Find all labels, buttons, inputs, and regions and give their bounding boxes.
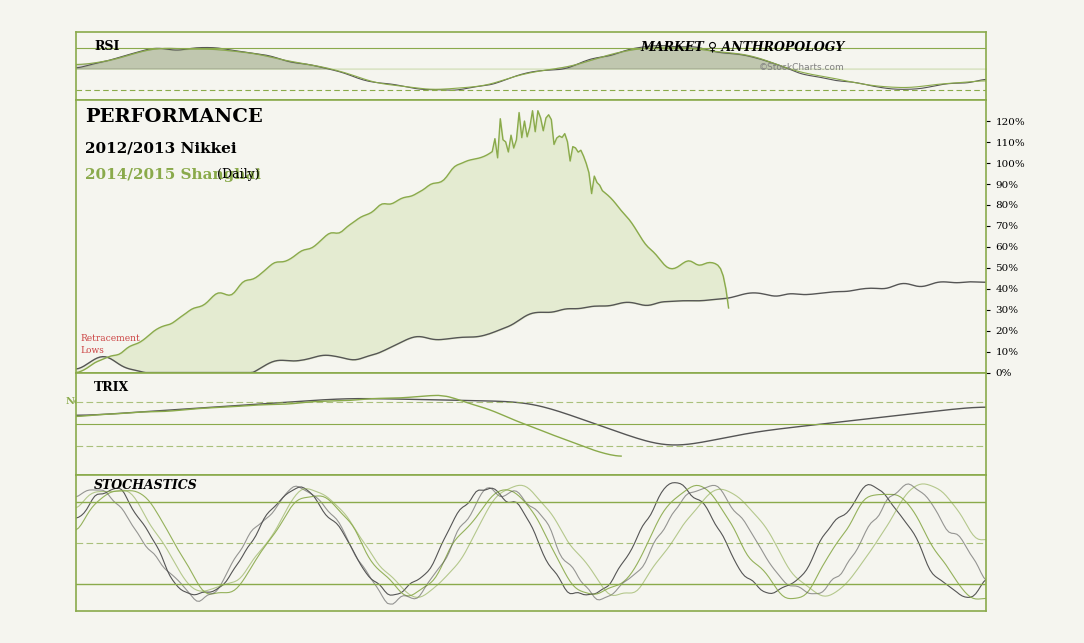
Text: Aug: Aug xyxy=(443,397,465,406)
Text: 2014/2015 Shanghai: 2014/2015 Shanghai xyxy=(85,168,267,183)
Text: 2016: 2016 xyxy=(682,397,709,406)
Text: MARKET ♀ ANTHROPOLOGY: MARKET ♀ ANTHROPOLOGY xyxy=(641,41,844,53)
Text: Oct: Oct xyxy=(527,383,545,392)
Text: Jun: Jun xyxy=(358,383,376,392)
Text: Feb: Feb xyxy=(189,397,208,406)
Text: Mar: Mar xyxy=(902,397,925,406)
Text: Apr: Apr xyxy=(275,383,295,392)
Text: May: May xyxy=(314,383,338,392)
Text: Mar: Mar xyxy=(902,383,925,392)
Text: Dec: Dec xyxy=(106,383,127,392)
Text: 2012/2013 Nikkei: 2012/2013 Nikkei xyxy=(85,141,236,155)
Text: Nov: Nov xyxy=(566,383,588,392)
Text: Jul: Jul xyxy=(405,397,421,406)
Text: Jul: Jul xyxy=(405,383,421,392)
Text: Mar: Mar xyxy=(229,397,251,406)
Text: STOCHASTICS: STOCHASTICS xyxy=(94,479,198,492)
Text: Retracement
Lows: Retracement Lows xyxy=(80,334,140,354)
Text: Dec: Dec xyxy=(607,383,628,392)
Text: Oct: Oct xyxy=(527,397,545,406)
Text: (Daily): (Daily) xyxy=(217,168,260,181)
Text: RSI: RSI xyxy=(94,41,119,53)
Text: Feb: Feb xyxy=(772,397,791,406)
Text: PERFORMANCE: PERFORMANCE xyxy=(85,109,262,127)
Text: Apr: Apr xyxy=(275,397,295,406)
Text: Sep: Sep xyxy=(485,397,505,406)
Text: May: May xyxy=(314,397,338,406)
Text: Jun: Jun xyxy=(358,397,376,406)
Text: Dec: Dec xyxy=(106,397,127,406)
Text: Feb: Feb xyxy=(189,383,208,392)
Text: Sep: Sep xyxy=(485,383,505,392)
Text: Nov: Nov xyxy=(65,397,87,406)
Text: 2013: 2013 xyxy=(144,383,171,392)
Text: Nov: Nov xyxy=(566,397,588,406)
Text: 2014: 2014 xyxy=(645,383,672,392)
Text: Aug: Aug xyxy=(443,383,465,392)
Text: Mar: Mar xyxy=(229,383,251,392)
Text: 2015: 2015 xyxy=(144,397,171,406)
Text: ©StockCharts.com: ©StockCharts.com xyxy=(759,63,844,72)
Text: TRIX: TRIX xyxy=(94,381,129,394)
Text: Dec: Dec xyxy=(607,397,628,406)
